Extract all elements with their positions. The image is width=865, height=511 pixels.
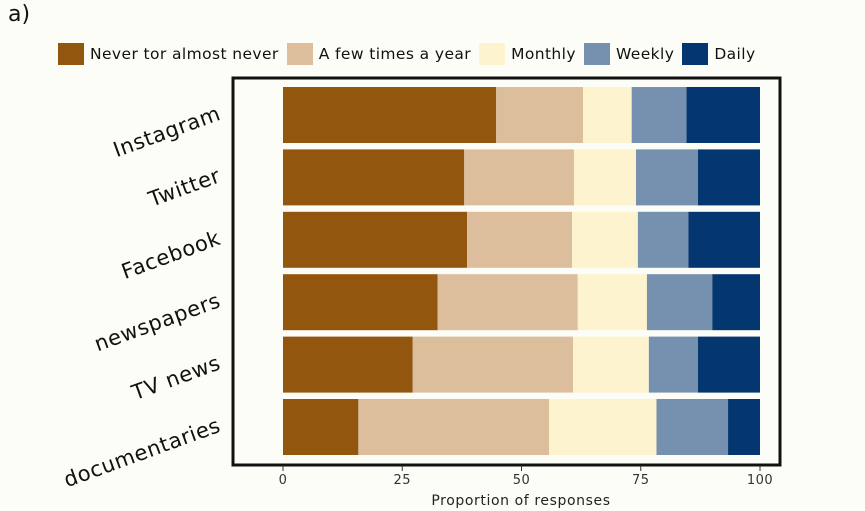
legend-item: Weekly [583, 43, 675, 65]
category-label: Instagram [110, 101, 224, 162]
bar-segment [697, 336, 760, 393]
bars-group [283, 87, 760, 455]
bar-segment [358, 399, 550, 455]
legend-item: A few times a year [286, 43, 472, 65]
bar-segment [573, 336, 649, 393]
bar-segment [637, 211, 689, 268]
legend-label: Weekly [615, 45, 675, 63]
bar-segment [572, 211, 638, 268]
bar-segment [686, 87, 760, 143]
legend-item: Daily [682, 43, 755, 65]
bar-segment [648, 336, 698, 393]
bar-segment [467, 211, 573, 268]
legend-item: Monthly [479, 43, 576, 65]
legend-swatch [479, 43, 506, 65]
legend-swatch [58, 43, 84, 65]
category-label: Facebook [118, 226, 224, 284]
category-label: documentaries [60, 413, 223, 492]
bar-segment [635, 149, 698, 206]
bar-segment [549, 399, 657, 455]
legend-swatch [682, 43, 709, 65]
bar-segment [464, 149, 574, 206]
legend-label: A few times a year [318, 45, 472, 63]
legend-item: Never tor almost never [58, 43, 279, 65]
bar-segment [712, 274, 760, 331]
bar-segment [631, 87, 687, 143]
x-tick-label: 100 [747, 473, 773, 488]
x-axis-title: Proportion of responses [431, 493, 610, 509]
bar-segment [283, 211, 468, 268]
plot-frame [231, 76, 782, 467]
x-tick-label: 50 [513, 473, 531, 488]
bar-segment [577, 274, 647, 331]
bar-segment [656, 399, 729, 455]
bar-segment [283, 87, 497, 143]
bar-segment [496, 87, 584, 143]
bar-segment [728, 399, 760, 455]
bar-segment [283, 149, 465, 206]
legend-swatch [583, 43, 610, 65]
x-axis-ticks: 0 25 50 75 100 [279, 466, 773, 488]
legend-swatch [286, 43, 313, 65]
category-label: Twitter [144, 164, 223, 212]
legend: Never tor almost never A few times a year… [58, 42, 764, 66]
legend-label: Monthly [511, 45, 576, 63]
bar-segment [646, 274, 713, 331]
bar-segment [283, 399, 359, 455]
bar-segment [437, 274, 578, 331]
bar-segment [688, 211, 760, 268]
x-tick-label: 0 [279, 473, 288, 488]
bar-segment [283, 274, 438, 331]
panel-label: a) [8, 2, 31, 27]
bar-segment [283, 336, 413, 393]
bar-segment [583, 87, 632, 143]
category-label: newspapers [91, 288, 224, 356]
x-tick-label: 75 [632, 473, 650, 488]
legend-label: Daily [714, 45, 756, 63]
bar-segment [697, 149, 760, 206]
legend-label: Never tor almost never [90, 45, 279, 63]
bar-segment [573, 149, 636, 206]
category-label: TV news [128, 351, 224, 406]
bar-segment [412, 336, 574, 393]
x-tick-label: 25 [393, 473, 411, 488]
